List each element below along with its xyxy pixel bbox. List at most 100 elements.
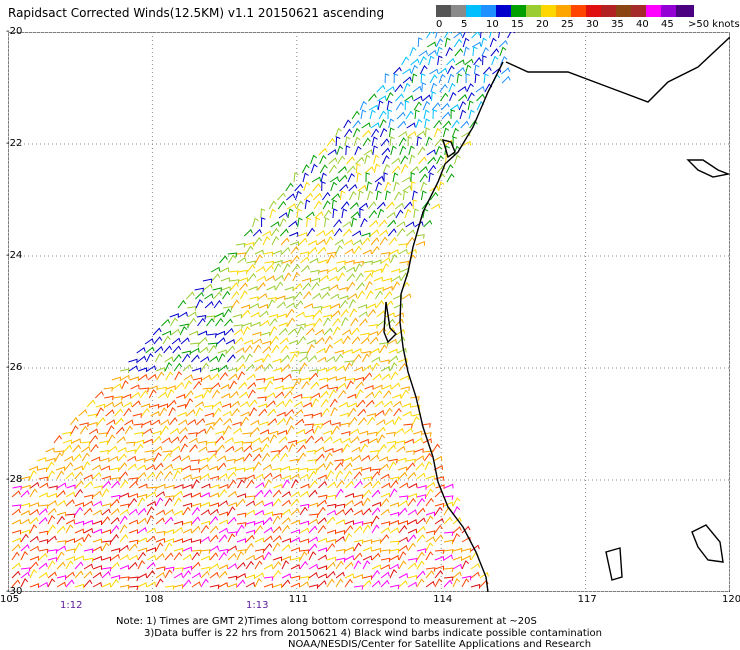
wind-barb — [153, 452, 162, 462]
wind-barb — [317, 517, 327, 525]
wind-barb — [190, 467, 201, 473]
wind-barb — [407, 562, 417, 570]
wind-barb — [230, 290, 240, 300]
wind-barb — [146, 561, 156, 570]
wind-barb — [335, 245, 343, 255]
wind-barb — [226, 458, 236, 464]
wind-barb — [109, 467, 120, 472]
wind-barb — [209, 367, 220, 373]
wind-barb — [177, 299, 187, 309]
wind-barb — [351, 446, 361, 453]
wind-barb — [353, 471, 363, 480]
wind-barb — [296, 323, 306, 328]
wind-barb — [353, 574, 363, 579]
wind-barb — [190, 347, 200, 354]
wind-barb — [47, 557, 58, 562]
wind-barb — [247, 389, 256, 399]
wind-barb — [251, 437, 261, 444]
wind-barb — [227, 533, 236, 543]
wind-barb — [351, 336, 361, 345]
wind-barb — [389, 355, 399, 363]
map-frame — [8, 32, 730, 592]
wind-barb — [212, 287, 222, 292]
wind-barb — [269, 430, 279, 436]
wind-barb — [464, 58, 474, 66]
wind-barb — [254, 560, 263, 570]
wind-barb — [74, 506, 83, 516]
wind-barb — [200, 362, 209, 372]
wind-barb — [270, 450, 281, 455]
wind-barb — [330, 293, 340, 300]
wind-barb — [316, 230, 326, 237]
wind-barb — [119, 508, 129, 516]
wind-barb — [371, 547, 382, 553]
wind-barb — [276, 295, 286, 301]
wind-barb — [113, 401, 123, 408]
wind-barb — [308, 489, 318, 498]
wind-barb — [397, 347, 407, 354]
wind-barb — [374, 175, 384, 183]
wind-barb — [87, 413, 98, 419]
wind-barb — [426, 481, 436, 489]
wind-barb — [233, 440, 244, 446]
wind-barb — [232, 427, 242, 435]
wind-barb — [102, 480, 111, 489]
wind-barb — [273, 483, 283, 489]
wind-barb — [398, 357, 408, 363]
wind-barb — [317, 537, 328, 543]
wind-barb — [146, 581, 156, 588]
wind-barb — [88, 428, 99, 435]
wind-barb — [137, 526, 147, 534]
wind-barb — [446, 173, 455, 183]
wind-barb — [173, 362, 183, 372]
wind-barb — [299, 355, 309, 363]
wind-barb — [330, 181, 338, 192]
wind-barb — [315, 446, 325, 453]
wind-barb — [200, 566, 211, 572]
wind-barb — [129, 480, 139, 489]
wind-barb — [317, 524, 327, 534]
wind-barb — [86, 399, 96, 408]
wind-barb — [396, 445, 406, 453]
wind-barb — [353, 539, 364, 544]
wind-barb — [361, 232, 371, 238]
wind-barb — [398, 495, 409, 501]
wind-barb — [435, 145, 443, 156]
wind-barb — [119, 471, 129, 480]
wind-barb — [362, 521, 373, 527]
wind-barb — [162, 335, 171, 345]
wind-barb — [132, 413, 142, 418]
wind-barb — [399, 260, 410, 266]
wind-barb — [353, 136, 361, 147]
wind-barb — [254, 249, 264, 255]
wind-barb — [109, 455, 119, 462]
wind-barb — [110, 508, 120, 516]
wind-barb — [415, 118, 423, 129]
wind-barb — [136, 458, 146, 463]
wind-barb — [262, 236, 271, 246]
wind-barb — [74, 542, 83, 552]
wind-barb — [287, 208, 294, 219]
wind-barb — [234, 336, 244, 345]
wind-barb — [326, 251, 337, 257]
wind-barb — [385, 86, 395, 93]
wind-barb — [291, 378, 302, 383]
wind-barb — [81, 445, 91, 453]
wind-barb — [213, 291, 222, 300]
wind-barb — [470, 571, 480, 579]
wind-barb — [307, 459, 317, 464]
wind-barb — [218, 548, 229, 554]
wind-barb — [239, 401, 249, 408]
wind-barb — [29, 555, 40, 561]
wind-barb — [234, 446, 244, 453]
wind-barb — [318, 377, 329, 383]
wind-barb — [308, 518, 319, 525]
wind-barb — [181, 455, 191, 462]
wind-barb — [398, 544, 408, 552]
wind-barb — [263, 526, 273, 534]
wind-barb — [400, 155, 409, 165]
wind-barb — [74, 570, 84, 579]
wind-barb — [350, 211, 360, 219]
wind-barb — [359, 318, 368, 327]
wind-barb — [345, 145, 351, 156]
